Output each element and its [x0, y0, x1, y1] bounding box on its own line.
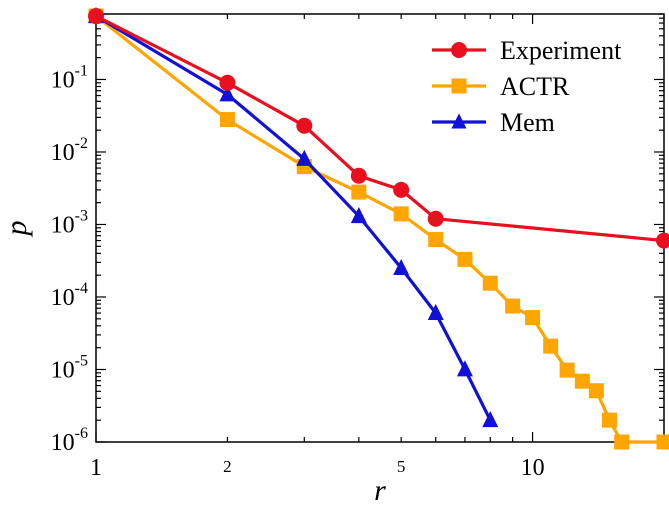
- x-axis-title: r: [374, 474, 386, 506]
- data-point: [427, 210, 444, 227]
- x-tick-label: 5: [397, 457, 406, 476]
- series-layer: [88, 6, 669, 450]
- legend-label: Experiment: [500, 36, 622, 65]
- data-point: [574, 373, 590, 389]
- data-point: [393, 206, 409, 222]
- y-tick-label: 10-5: [51, 352, 88, 383]
- legend-item-actr: ACTR: [432, 72, 570, 101]
- data-point: [588, 383, 604, 399]
- data-point: [614, 434, 630, 450]
- data-point: [525, 310, 541, 326]
- data-point: [559, 362, 575, 378]
- y-tick-label: 10-1: [51, 62, 88, 93]
- x-tick-label: 10: [521, 455, 545, 481]
- y-axis: 10-1 10-2 10-3 10-4 10-5 10-6: [51, 13, 664, 456]
- data-point: [393, 181, 410, 198]
- y-tick-label: 10-3: [51, 207, 88, 238]
- data-point: [219, 85, 236, 102]
- data-point: [482, 410, 499, 428]
- data-point: [350, 207, 367, 224]
- legend-label: ACTR: [500, 72, 570, 101]
- data-point: [219, 112, 235, 128]
- data-point: [601, 412, 617, 428]
- data-point: [543, 338, 559, 354]
- data-point: [296, 149, 313, 166]
- data-point: [656, 434, 669, 450]
- x-axis: 1 2 5 10: [90, 14, 665, 481]
- legend-item-experiment: Experiment: [432, 36, 622, 65]
- data-point: [350, 167, 367, 184]
- data-point: [482, 275, 498, 291]
- y-axis-title: p: [0, 221, 33, 238]
- data-point: [219, 74, 236, 91]
- series-experiment: [88, 8, 669, 249]
- legend-marker: [451, 113, 467, 129]
- data-point: [505, 298, 521, 314]
- data-point: [427, 303, 444, 320]
- x-tick-label: 2: [223, 457, 232, 476]
- legend: Experiment ACTR Mem: [432, 36, 622, 137]
- legend-marker: [451, 78, 467, 94]
- series-line: [95, 14, 492, 421]
- series-mem: [88, 6, 499, 428]
- data-point: [456, 360, 473, 377]
- data-point: [88, 8, 104, 25]
- x-tick-label: 1: [90, 455, 102, 481]
- legend-label: Mem: [500, 108, 555, 137]
- y-tick-label: 10-2: [51, 135, 88, 166]
- y-tick-label: 10-4: [51, 280, 88, 311]
- data-point: [351, 184, 367, 200]
- series-actr: [88, 8, 669, 450]
- data-point: [428, 232, 444, 248]
- y-tick-label: 10-6: [51, 425, 88, 456]
- data-point: [457, 251, 473, 267]
- legend-item-mem: Mem: [432, 108, 555, 137]
- legend-marker: [451, 42, 467, 58]
- data-point: [393, 258, 410, 276]
- data-point: [656, 232, 669, 249]
- data-point: [296, 117, 313, 134]
